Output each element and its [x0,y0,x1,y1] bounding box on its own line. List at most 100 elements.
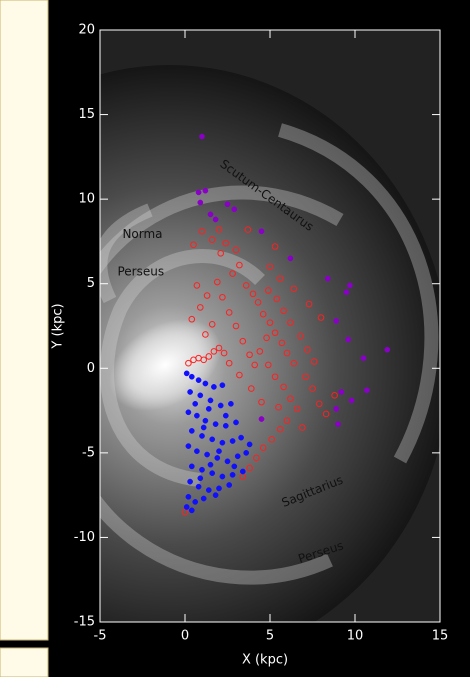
point [225,459,230,464]
point [216,486,221,491]
point [184,504,189,509]
point [223,423,228,428]
point [335,422,340,427]
point [334,406,339,411]
point [220,474,225,479]
point [189,464,194,469]
x-tick-label: -5 [94,629,107,644]
point [240,469,245,474]
point [194,413,199,418]
galaxy-image [0,30,450,665]
point [184,371,189,376]
point [196,190,201,195]
point [344,290,349,295]
x-tick-label: 5 [266,629,274,644]
point [232,207,237,212]
point [218,403,223,408]
point [198,476,203,481]
page: X (kpc) Y (kpc) -5 0 5 10 15 -15 -10 -5 0 5 10 15 20… [0,0,470,677]
point [203,381,208,386]
point [213,422,218,427]
point [385,347,390,352]
point [196,484,201,489]
point [210,437,215,442]
point [230,438,235,443]
point [325,276,330,281]
point [288,256,293,261]
point [211,384,216,389]
y-tick-label: 10 [78,192,95,207]
x-tick-label: 10 [347,629,364,644]
point [203,188,208,193]
point [259,229,264,234]
point [206,487,211,492]
point [347,283,352,288]
point [189,374,194,379]
point [201,425,206,430]
point [213,493,218,498]
point [198,200,203,205]
point [339,389,344,394]
point [199,433,204,438]
point [199,134,204,139]
point [349,398,354,403]
point [247,442,252,447]
point [189,428,194,433]
point [220,383,225,388]
point [334,318,339,323]
point [259,416,264,421]
y-tick-label: -5 [82,445,95,460]
point [364,388,369,393]
point [346,337,351,342]
point [208,462,213,467]
point [230,472,235,477]
y-tick-label: -15 [74,615,95,630]
point [227,482,232,487]
point [225,202,230,207]
point [210,471,215,476]
point [235,454,240,459]
point [193,401,198,406]
y-tick-label: 15 [78,107,95,122]
point [193,499,198,504]
point [196,378,201,383]
point [188,479,193,484]
point [186,494,191,499]
point [189,508,194,513]
side-panel [0,0,48,640]
point [198,393,203,398]
point [216,449,221,454]
point [208,398,213,403]
x-tick-label: 15 [432,629,449,644]
point [186,443,191,448]
point [213,217,218,222]
y-tick-label: 5 [87,276,95,291]
x-tick-label: 0 [181,629,189,644]
point [201,496,206,501]
point [206,406,211,411]
point [223,413,228,418]
point [203,418,208,423]
point [220,440,225,445]
point [232,464,237,469]
y-tick-label: 0 [87,361,95,376]
point [186,410,191,415]
y-tick-label: 20 [78,23,95,38]
annotation: Norma [122,227,162,241]
point [233,420,238,425]
point [208,212,213,217]
x-axis-label: X (kpc) [242,653,288,668]
annotation: Perseus [117,264,164,278]
point [199,467,204,472]
point [205,452,210,457]
point [228,401,233,406]
point [239,435,244,440]
point [194,449,199,454]
point [215,455,220,460]
side-panel-footer [0,648,48,677]
point [244,450,249,455]
y-axis-label: Y (kpc) [51,303,66,349]
y-tick-label: -10 [74,530,95,545]
point [361,356,366,361]
point [188,389,193,394]
